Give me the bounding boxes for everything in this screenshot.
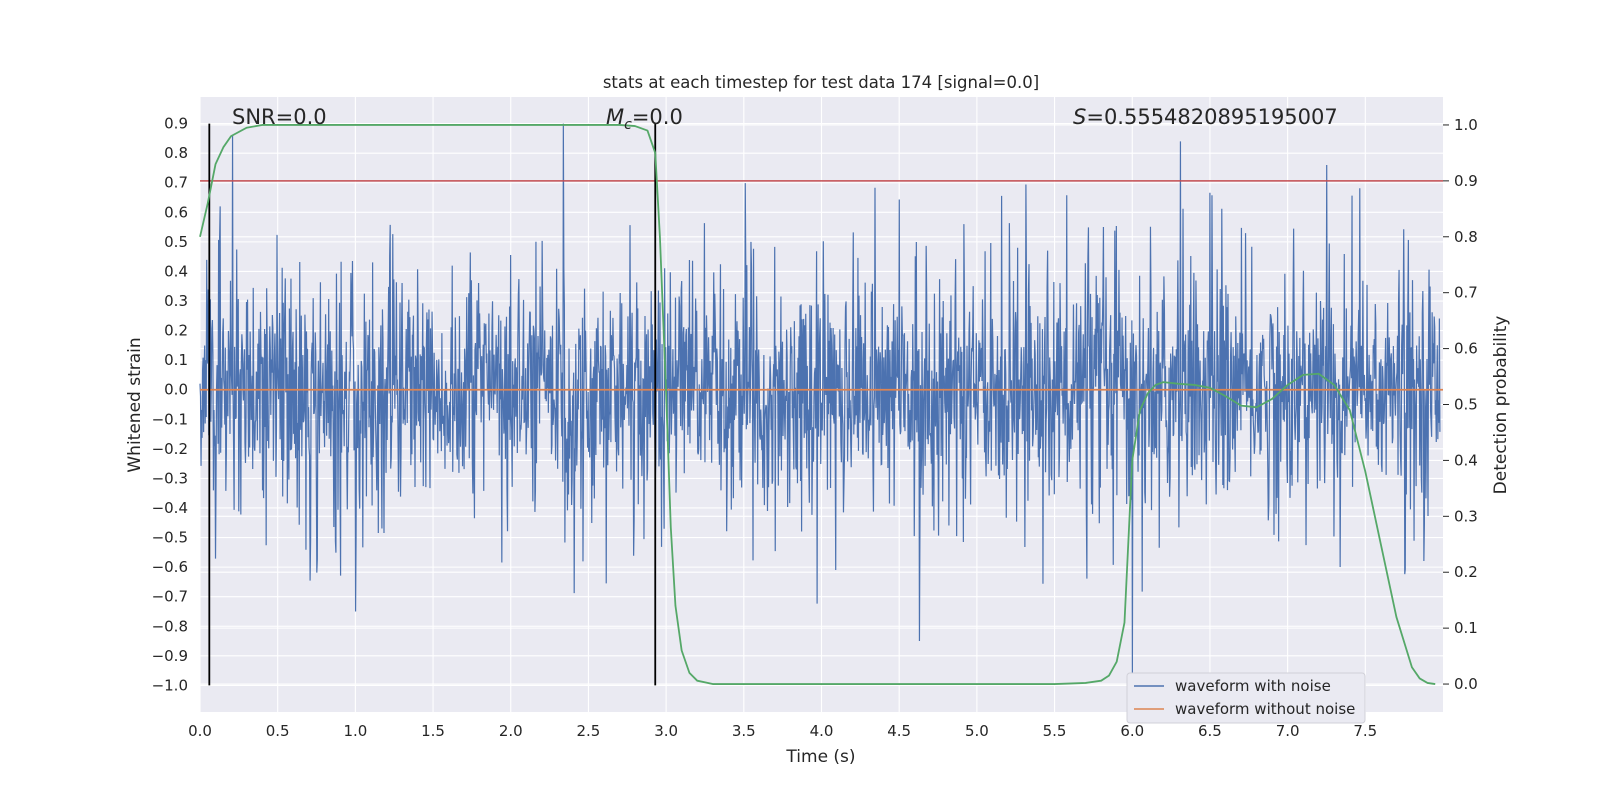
right-y-tick-label: 0.4 bbox=[1454, 451, 1478, 469]
x-tick-label: 6.5 bbox=[1198, 722, 1222, 740]
left-y-tick-label: 0.4 bbox=[164, 262, 188, 280]
chart-title: stats at each timestep for test data 174… bbox=[603, 73, 1039, 92]
x-tick-label: 5.0 bbox=[965, 722, 989, 740]
left-y-tick-label: −1.0 bbox=[152, 676, 188, 694]
right-y-tick-label: 0.0 bbox=[1454, 675, 1478, 693]
x-tick-label: 5.5 bbox=[1043, 722, 1067, 740]
left-y-tick-label: 0.9 bbox=[164, 115, 188, 133]
legend-box bbox=[1126, 672, 1366, 724]
left-y-axis-label: Whitened strain bbox=[125, 337, 145, 472]
left-y-tick-label: −0.9 bbox=[152, 647, 188, 665]
series-waveform-with-noise bbox=[199, 123, 1441, 677]
x-tick-label: 4.5 bbox=[887, 722, 911, 740]
score-annotation: S=0.5554820895195007 bbox=[1073, 105, 1338, 129]
x-tick-label: 3.5 bbox=[732, 722, 756, 740]
x-tick-label: 4.0 bbox=[810, 722, 834, 740]
right-y-axis-label: Detection probability bbox=[1491, 316, 1511, 495]
score-symbol: S bbox=[1073, 105, 1086, 129]
x-tick-label: 7.5 bbox=[1353, 722, 1377, 740]
x-tick-labels: 0.0 0.5 1.0 1.5 2.0 2.5 3.0 3.5 4.0 4.5 5.0 5.5 6.0 6… bbox=[188, 722, 1377, 740]
chirp-mass-value: =0.0 bbox=[632, 105, 683, 129]
score-value: =0.5554820895195007 bbox=[1086, 105, 1337, 129]
chirp-mass-symbol: M bbox=[606, 105, 624, 129]
noise-waveform-group bbox=[199, 123, 1441, 677]
left-y-tick-label: 0.6 bbox=[164, 203, 188, 221]
chirp-mass-subscript: c bbox=[624, 117, 632, 133]
left-y-tick-label: 0.5 bbox=[164, 233, 188, 251]
overlay-lines-group bbox=[199, 123, 1443, 686]
left-y-tick-label: −0.8 bbox=[152, 617, 188, 635]
right-y-tick-labels: 1.0 0.9 0.8 0.7 0.6 0.5 0.4 0.3 0.2 0.1 0.0 bbox=[1443, 116, 1478, 693]
right-y-tick-label: 0.3 bbox=[1454, 507, 1478, 525]
snr-annotation: SNR=0.0 bbox=[232, 105, 327, 129]
left-y-tick-label: 0.3 bbox=[164, 292, 188, 310]
x-tick-label: 3.0 bbox=[654, 722, 678, 740]
left-y-tick-label: −0.2 bbox=[152, 440, 188, 458]
left-y-tick-label: −0.6 bbox=[152, 558, 188, 576]
x-tick-label: 2.0 bbox=[499, 722, 523, 740]
right-y-tick-label: 0.5 bbox=[1454, 396, 1478, 414]
series-detection-probability bbox=[199, 124, 1436, 685]
chirp-mass-annotation: Mc=0.0 bbox=[606, 105, 683, 133]
left-y-tick-label: 0.0 bbox=[164, 381, 188, 399]
right-y-tick-label: 0.8 bbox=[1454, 228, 1478, 246]
legend: waveform with noise waveform without noi… bbox=[1126, 672, 1366, 724]
left-y-tick-label: −0.3 bbox=[152, 469, 188, 487]
right-y-tick-label: 0.9 bbox=[1454, 172, 1478, 190]
left-y-tick-labels: 0.9 0.8 0.7 0.6 0.5 0.4 0.3 0.2 0.1 0.0 −0.1 −0.2 −0… bbox=[152, 115, 188, 695]
legend-label-noise: waveform with noise bbox=[1175, 677, 1331, 695]
x-tick-label: 2.5 bbox=[577, 722, 601, 740]
legend-label-clean: waveform without noise bbox=[1175, 700, 1355, 718]
x-axis-label: Time (s) bbox=[785, 747, 855, 767]
left-y-tick-label: −0.5 bbox=[152, 529, 188, 547]
left-y-tick-label: 0.2 bbox=[164, 322, 188, 340]
x-tick-label: 7.0 bbox=[1276, 722, 1300, 740]
left-y-tick-label: −0.4 bbox=[152, 499, 188, 517]
left-y-tick-label: −0.7 bbox=[152, 588, 188, 606]
left-y-tick-label: 0.8 bbox=[164, 144, 188, 162]
right-y-tick-label: 1.0 bbox=[1454, 116, 1478, 134]
right-y-tick-label: 0.6 bbox=[1454, 340, 1478, 358]
right-y-tick-label: 0.2 bbox=[1454, 563, 1478, 581]
right-y-tick-label: 0.1 bbox=[1454, 619, 1478, 637]
right-y-tick-label: 0.7 bbox=[1454, 284, 1478, 302]
x-tick-label: 0.0 bbox=[188, 722, 212, 740]
left-y-tick-label: 0.1 bbox=[164, 351, 188, 369]
x-tick-label: 6.0 bbox=[1120, 722, 1144, 740]
x-tick-label: 1.0 bbox=[343, 722, 367, 740]
left-y-tick-label: 0.7 bbox=[164, 174, 188, 192]
left-y-tick-label: −0.1 bbox=[152, 410, 188, 428]
x-tick-label: 1.5 bbox=[421, 722, 445, 740]
x-tick-label: 0.5 bbox=[266, 722, 290, 740]
